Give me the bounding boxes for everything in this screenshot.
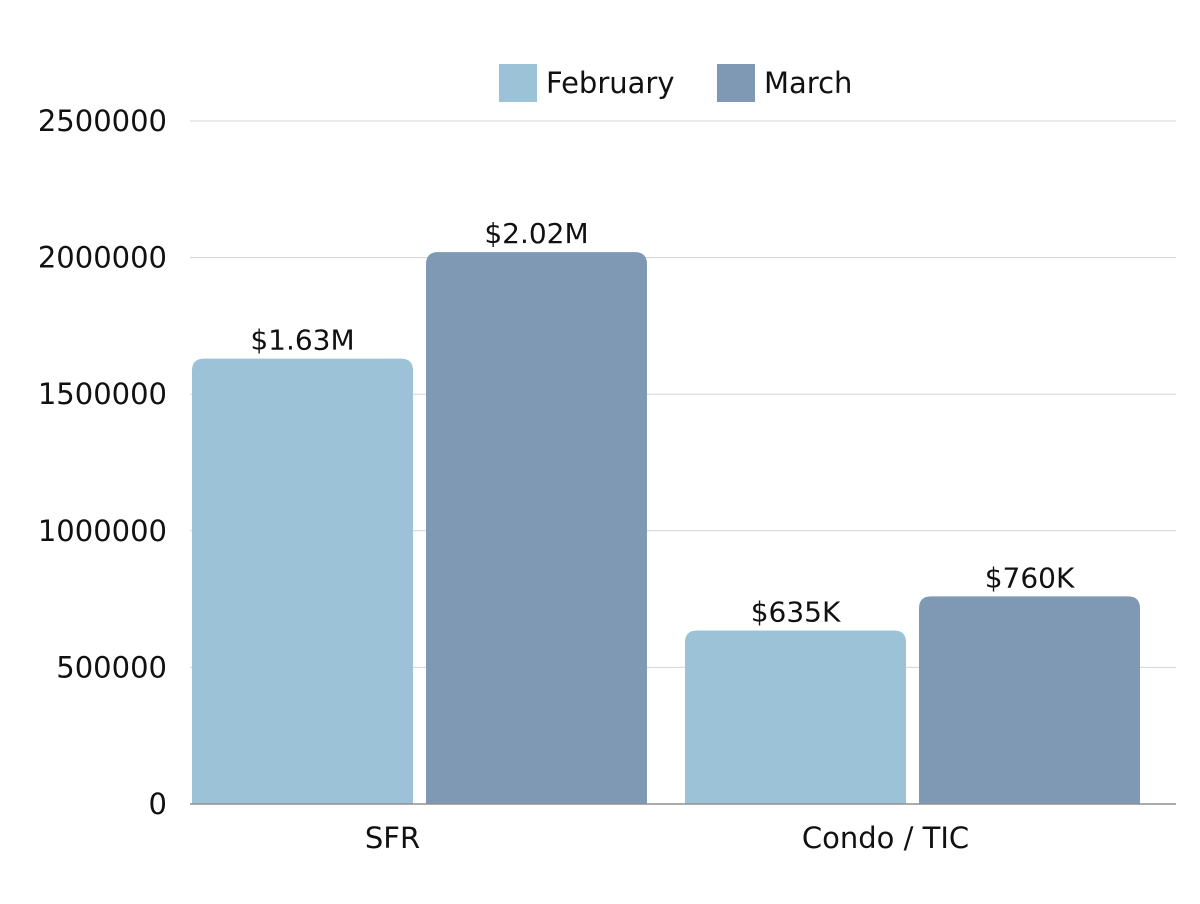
legend-swatch-february xyxy=(499,64,537,102)
legend-label-february: February xyxy=(546,66,675,100)
data-label-march-sfr: $2.02M xyxy=(484,217,588,250)
x-category-label: SFR xyxy=(365,821,420,855)
y-tick-label: 1000000 xyxy=(38,514,167,548)
labels-layer: $1.63M $635K $2.02M $760K xyxy=(250,217,1075,628)
legend-label-march: March xyxy=(764,66,852,100)
bar-march-condo-tic xyxy=(919,596,1140,804)
bar-march-sfr xyxy=(426,252,647,805)
data-label-march-condo-tic: $760K xyxy=(985,561,1075,594)
legend: February March xyxy=(499,64,852,102)
y-tick-label: 2500000 xyxy=(38,104,167,138)
data-label-february-sfr: $1.63M xyxy=(250,324,354,357)
axis-layer: 0 500000 1000000 1500000 2000000 2500000 SFR Co… xyxy=(38,104,1176,855)
y-tick-label: 1500000 xyxy=(38,377,167,411)
bar-february-condo-tic xyxy=(685,630,906,804)
y-tick-label: 2000000 xyxy=(38,241,167,275)
bars-layer xyxy=(192,252,1140,805)
legend-swatch-march xyxy=(717,64,755,102)
y-tick-label: 0 xyxy=(149,787,167,821)
x-category-label: Condo / TIC xyxy=(802,821,969,855)
data-label-february-condo-tic: $635K xyxy=(751,596,841,629)
bar-february-sfr xyxy=(192,358,413,804)
y-tick-label: 500000 xyxy=(56,650,167,684)
